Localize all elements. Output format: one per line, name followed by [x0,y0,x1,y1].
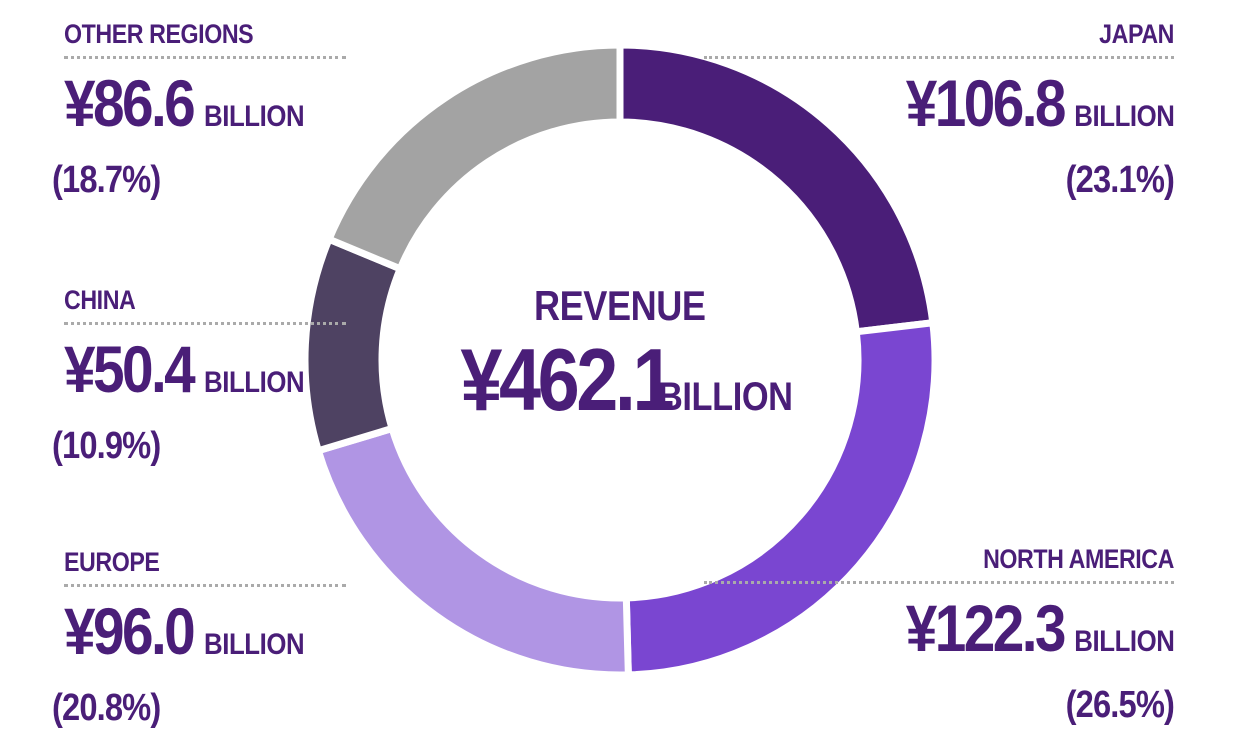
dotted-rule [704,581,1174,584]
region-unit: BILLION [1073,625,1175,658]
donut-center: REVENUE ¥462.1 BILLION [420,278,820,452]
dotted-rule [64,584,346,587]
region-value: ¥50.4 [64,332,196,406]
region-unit: BILLION [204,366,305,399]
region-percent: (20.8%) [52,687,161,729]
region-amount: ¥96.0 BILLION [64,594,346,682]
label-japan: JAPAN ¥106.8 BILLION (23.1%) [704,18,1175,206]
region-name: EUROPE [64,547,160,577]
region-value: ¥106.8 [905,66,1066,140]
region-value: ¥122.3 [905,591,1066,665]
total-revenue: ¥462.1 BILLION [420,334,820,452]
region-unit: BILLION [204,628,305,661]
label-europe: EUROPE ¥96.0 BILLION (20.8%) [52,546,346,734]
region-percent: (23.1%) [1065,159,1175,201]
region-name: OTHER REGIONS [64,19,254,49]
label-other-regions: OTHER REGIONS ¥86.6 BILLION (18.7%) [52,18,346,206]
slice-north-america [622,318,939,679]
region-unit: BILLION [204,100,305,133]
slice-europe [313,424,632,679]
region-percent: (10.9%) [52,425,161,467]
region-value: ¥96.0 [64,594,196,668]
region-unit: BILLION [1073,100,1175,133]
total-value: ¥462.1 [460,330,674,429]
dotted-rule [704,56,1174,59]
region-value: ¥86.6 [64,66,196,140]
total-unit: BILLION [657,375,793,419]
region-percent: (18.7%) [52,159,161,201]
dotted-rule [64,322,346,325]
region-name: CHINA [64,285,136,315]
region-amount: ¥122.3 BILLION [704,591,1175,679]
slice-other-regions [324,41,624,274]
label-china: CHINA ¥50.4 BILLION (10.9%) [52,284,346,472]
center-label: REVENUE [534,282,706,329]
dotted-rule [64,56,346,59]
region-name: JAPAN [1099,19,1174,49]
region-amount: ¥86.6 BILLION [64,66,346,154]
region-percent: (26.5%) [1065,684,1175,726]
region-amount: ¥50.4 BILLION [64,332,346,420]
label-north-america: NORTH AMERICA ¥122.3 BILLION (26.5%) [704,543,1175,731]
region-name: NORTH AMERICA [983,544,1174,574]
region-amount: ¥106.8 BILLION [704,66,1175,154]
